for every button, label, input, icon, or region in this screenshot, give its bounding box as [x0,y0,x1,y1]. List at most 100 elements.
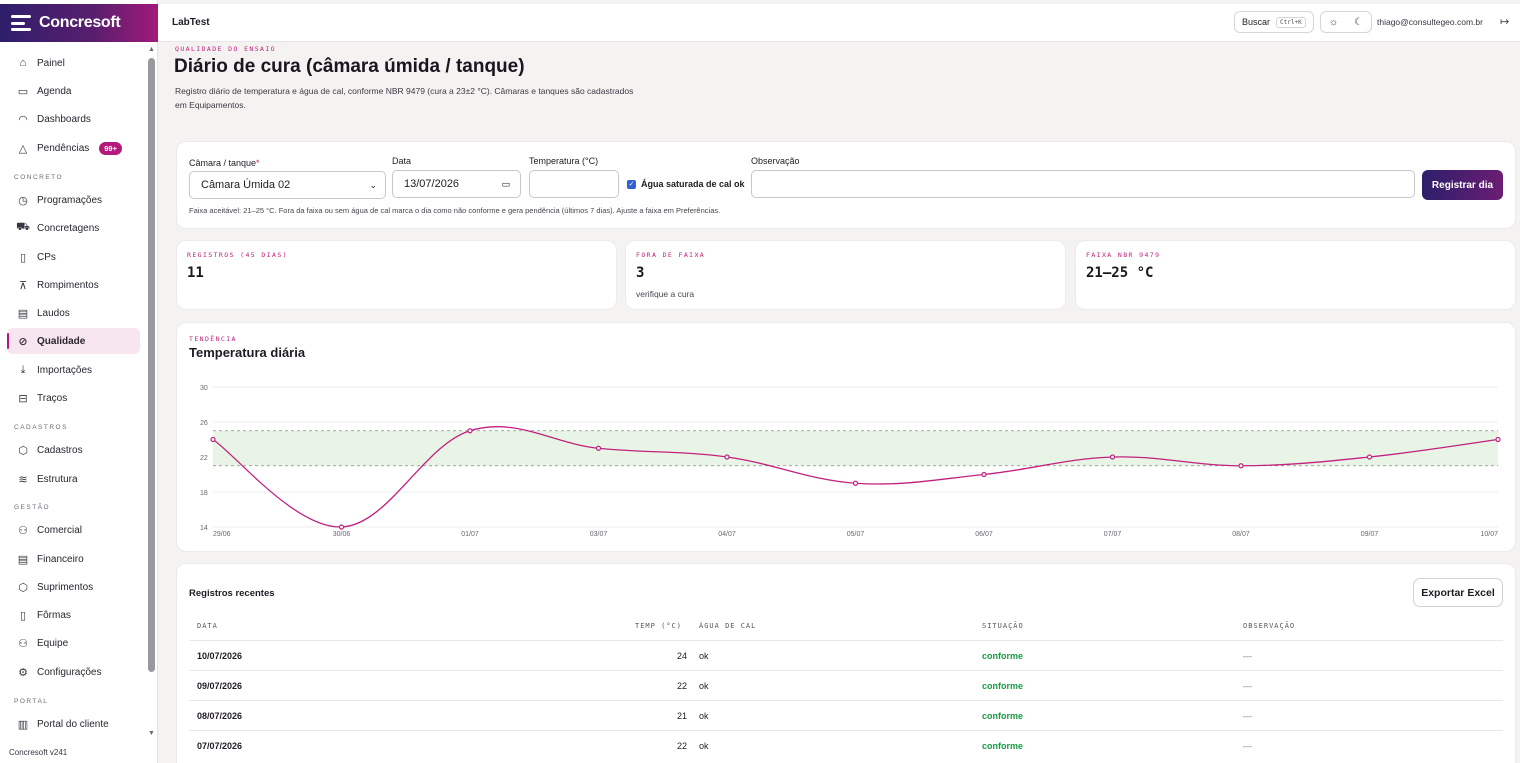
sidebar-item-importacoes[interactable]: ⤓ Importações [7,357,140,383]
stat-fora-de-faixa: FORA DE FAIXA 3 verifique a cura [625,240,1066,310]
observacao-label: Observação [751,156,800,166]
app-name: LabTest [172,17,210,28]
sun-icon[interactable]: ☼ [1328,16,1339,28]
sidebar-item-agenda[interactable]: ▭ Agenda [17,85,72,98]
sidebar-item-pendencias[interactable]: △ Pendências 99+ [7,135,140,161]
page-description: Registro diário de temperatura e água de… [175,86,634,110]
sidebar-item-formas[interactable]: ▯ Fôrmas [7,602,140,628]
status-badge: conforme [982,681,1024,691]
sidebar-item-cadastros[interactable]: ⬡ Cadastros [18,444,83,457]
sidebar-scrollbar[interactable] [148,58,155,672]
page-title: Diário de cura (câmara úmida / tanque) [174,56,525,77]
sidebar-item-cps[interactable]: ▯ CPs [7,244,140,270]
cylinder-icon: ▯ [19,251,27,264]
document-icon: ▤ [17,307,29,320]
sidebar-item-rompimentos[interactable]: ⊼ Rompimentos [18,279,99,292]
table-row[interactable]: 10/07/2026 24 ok conforme — [189,640,1503,670]
ledger-icon: ▤ [17,553,29,566]
x-tick-label: 03/07 [590,531,608,538]
agua-cal-checkbox[interactable]: ✓ Água saturada de cal ok [627,179,745,189]
data-point [467,428,473,434]
th-agua-cal: ÁGUA DE CAL [699,622,757,630]
camara-select[interactable]: Câmara Úmida 02 ⌄ [189,171,386,199]
chart-eyebrow: TENDÊNCIA [189,335,237,343]
top-bar: LabTest Buscar Ctrl+K ☼ ☾ thiago@consult… [158,4,1520,42]
brand-logo[interactable]: Concresoft [0,4,158,42]
x-tick-label: 09/07 [1361,531,1379,538]
sidebar-item-concretagens[interactable]: ⛟ Concretagens [16,221,100,234]
status-badge: conforme [982,741,1024,751]
brand-name: Concresoft [39,14,121,31]
sidebar-item-painel[interactable]: ⌂ Painel [7,50,140,76]
sidebar-item-suprimentos[interactable]: ⬡ Suprimentos [18,581,94,594]
th-temp: TEMP (°C) [635,622,682,630]
data-point [338,524,345,530]
data-point [1238,463,1244,469]
x-tick-label: 08/07 [1232,531,1250,538]
sidebar-item-portal-do-cliente[interactable]: ▥ Portal do cliente [17,718,109,731]
data-point [1495,436,1501,443]
th-observacao: OBSERVAÇÃO [1243,622,1296,630]
observation-input[interactable] [751,170,1415,198]
data-point [1366,454,1373,460]
shortcut-badge: Ctrl+K [1276,16,1306,28]
data-point [724,454,730,460]
table-row[interactable]: 08/07/2026 21 ok conforme — [189,700,1503,730]
data-point [1109,454,1116,460]
page-eyebrow: QUALIDADE DO ENSAIO [175,45,276,53]
truck-icon: ⛟ [16,221,30,233]
section-label-gestao: GESTÃO [14,504,51,511]
sidebar-item-comercial[interactable]: ⚇ Comercial [18,524,83,537]
acceptable-range-band [213,430,1498,466]
y-tick-label: 14 [200,525,208,532]
scroll-up-icon[interactable]: ▲ [148,46,155,53]
recent-records-card: Registros recentes Exportar Excel DATA T… [176,563,1516,763]
download-icon: ⤓ [20,363,26,376]
pendencias-badge: 99+ [99,141,122,155]
team-icon: ⚇ [18,637,28,650]
calendar-icon[interactable]: ▭ [501,178,510,189]
check-circle-icon: ⊘ [18,335,28,348]
moon-icon[interactable]: ☾ [1354,16,1364,28]
date-input[interactable]: 13/07/2026 ▭ [392,170,521,198]
press-icon: ⊼ [18,279,28,292]
mix-icon: ⊟ [18,392,28,405]
section-label-concreto: CONCRETO [14,174,64,181]
sidebar-item-configuracoes[interactable]: ⚙ Configurações [18,666,102,679]
register-day-button[interactable]: Registrar dia [1422,170,1503,200]
gauge-icon: ◠ [18,113,28,126]
status-badge: conforme [982,711,1024,721]
temperatura-label: Temperatura (°C) [529,156,599,166]
sidebar-item-equipe[interactable]: ⚇ Equipe [18,637,69,650]
stat-registros: REGISTROS (45 DIAS) 11 [176,240,617,310]
table-row[interactable]: 07/07/2026 22 ok conforme — [189,730,1503,760]
search-button[interactable]: Buscar Ctrl+K [1234,11,1314,33]
sidebar-item-estrutura[interactable]: ≋ Estrutura [18,473,78,486]
sidebar-item-financeiro[interactable]: ▤ Financeiro [17,553,84,566]
scroll-down-icon[interactable]: ▼ [148,730,155,737]
temperature-input[interactable] [529,170,619,198]
box-icon: ⬡ [18,444,28,457]
table-row[interactable]: 09/07/2026 22 ok conforme — [189,670,1503,700]
sidebar-item-qualidade[interactable]: ⊘ Qualidade [7,328,140,354]
sidebar-item-tracos[interactable]: ⊟ Traços [18,392,68,405]
x-tick-label: 06/07 [975,531,993,538]
checkbox-checked-icon[interactable]: ✓ [627,179,636,189]
sidebar-item-laudos[interactable]: ▤ Laudos [17,307,70,320]
sidebar-item-dashboards[interactable]: ◠ Dashboards [18,113,91,126]
x-tick-label: 29/06 [213,531,231,538]
x-tick-label: 07/07 [1104,531,1122,538]
y-tick-label: 30 [200,385,208,392]
warning-icon: △ [18,142,28,155]
logout-icon[interactable]: ↦ [1500,16,1510,28]
register-form-card: Câmara / tanque* Câmara Úmida 02 ⌄ Data … [176,141,1516,229]
users-icon: ⚇ [18,524,28,537]
x-tick-label: 10/07 [1480,531,1498,538]
gear-icon: ⚙ [18,666,28,679]
user-email: thiago@consultegeo.com.br [1377,17,1483,27]
package-icon: ⬡ [18,581,28,594]
sidebar-item-programacoes[interactable]: ◷ Programações [18,194,103,207]
status-badge: conforme [982,651,1024,661]
theme-toggle[interactable]: ☼ ☾ [1320,11,1372,33]
export-excel-button[interactable]: Exportar Excel [1413,578,1503,607]
